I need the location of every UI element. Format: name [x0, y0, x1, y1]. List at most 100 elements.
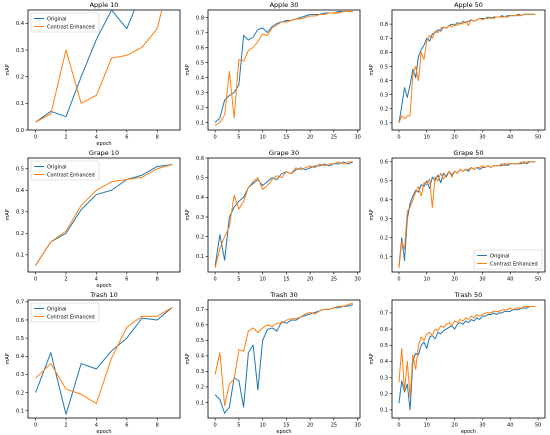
series-line-contrast-enhanced — [398, 161, 536, 269]
y-tick-label: 0.5 — [16, 167, 24, 173]
y-tick-label: 0.5 — [196, 338, 204, 344]
y-tick-label: 0.3 — [16, 210, 24, 216]
y-tick-label: 0.7 — [196, 307, 204, 313]
x-axis-label: epoch — [96, 141, 111, 147]
series-line-contrast-enhanced — [398, 305, 536, 398]
y-tick-label: 0.4 — [16, 354, 24, 360]
y-tick-label: 0.4 — [16, 21, 24, 27]
y-tick-label: 0.1 — [16, 101, 24, 107]
y-tick-label: 0.5 — [380, 179, 388, 185]
subplot-9: Trash 50 0 10 20 30 40 50 0.1 0.2 0.3 0.4 0.5 0.6 0.7… — [369, 291, 546, 435]
y-tick-label: 0.3 — [196, 369, 204, 375]
x-tick-label: 30 — [354, 277, 360, 283]
y-tick-label: 0.1 — [380, 121, 388, 127]
x-tick-label: 0 — [34, 277, 37, 283]
x-tick-label: 2 — [64, 135, 67, 141]
y-tick-label: 0.2 — [196, 105, 204, 111]
chart-title: Apple 50 — [454, 1, 483, 9]
legend: Original Contrast Enhanced — [30, 302, 100, 323]
y-tick-label: 0.2 — [16, 231, 24, 237]
y-tick-label: 0.8 — [196, 15, 204, 21]
y-tick-label: 0.6 — [196, 45, 204, 51]
y-axis-label: mAP — [5, 64, 11, 75]
y-tick-label: 0.3 — [196, 215, 204, 221]
y-tick-label: 0.1 — [380, 408, 388, 414]
y-tick-label: 0.6 — [380, 327, 388, 333]
x-tick-label: 30 — [479, 423, 485, 429]
y-axis-label: mAP — [185, 353, 191, 364]
chart-title: Apple 10 — [90, 1, 119, 9]
series-line-contrast-enhanced — [398, 13, 536, 124]
x-tick-label: 15 — [283, 277, 289, 283]
y-tick-label: 0.4 — [380, 359, 388, 365]
series-group — [214, 302, 354, 414]
x-tick-label: 10 — [259, 423, 265, 429]
y-tick-label: 0.4 — [196, 354, 204, 360]
x-tick-label: 20 — [307, 135, 313, 141]
y-tick-label: 0.3 — [16, 48, 24, 54]
legend: Original Contrast Enhanced — [30, 12, 100, 33]
series-group — [35, 10, 163, 123]
legend-box — [30, 12, 100, 33]
x-tick-label: 30 — [354, 423, 360, 429]
x-tick-label: 20 — [451, 277, 457, 283]
y-tick-label: 0.7 — [16, 300, 24, 306]
x-tick-label: 5 — [237, 423, 240, 429]
legend-label: Contrast Enhanced — [490, 261, 538, 267]
x-tick-label: 40 — [507, 277, 513, 283]
y-tick-label: 0.5 — [380, 64, 388, 70]
x-tick-label: 20 — [451, 423, 457, 429]
x-tick-label: 5 — [237, 135, 240, 141]
legend-label: Contrast Enhanced — [47, 172, 95, 178]
series-line-contrast-enhanced — [214, 161, 353, 269]
y-tick-label: 0.6 — [196, 156, 204, 162]
y-tick-label: 0.1 — [196, 120, 204, 126]
y-tick-label: 0.8 — [380, 22, 388, 28]
x-tick-label: 25 — [331, 135, 337, 141]
x-tick-label: 10 — [424, 135, 430, 141]
y-tick-label: 0.7 — [380, 36, 388, 42]
series-group — [35, 163, 173, 266]
y-tick-label: 0.3 — [16, 372, 24, 378]
x-tick-label: 40 — [507, 135, 513, 141]
y-tick-label: 0.6 — [16, 318, 24, 324]
y-tick-label: 0.0 — [16, 128, 24, 134]
y-tick-label: 0.4 — [16, 188, 24, 194]
plot-frame — [207, 157, 361, 273]
plot-frame — [391, 299, 546, 419]
y-tick-label: 0.2 — [196, 234, 204, 240]
series-group — [35, 306, 173, 415]
series-line-contrast-enhanced — [214, 11, 353, 126]
x-tick-label: 0 — [214, 423, 217, 429]
y-tick-label: 0.1 — [16, 253, 24, 259]
y-axis-label: mAP — [369, 209, 375, 220]
x-tick-label: 6 — [125, 135, 128, 141]
subplot-3: Apple 50 0 10 20 30 40 50 0.1 0.2 0.3 0.4 0.5 0.6 0.7… — [369, 1, 546, 141]
legend: Original Contrast Enhanced — [473, 249, 543, 270]
x-tick-label: 4 — [95, 135, 98, 141]
series-line-contrast-enhanced — [35, 163, 173, 266]
legend-label: Original — [47, 16, 67, 22]
legend-box — [30, 302, 100, 323]
y-tick-label: 0.1 — [16, 409, 24, 415]
x-tick-label: 0 — [34, 423, 37, 429]
x-tick-label: 10 — [424, 423, 430, 429]
y-tick-label: 0.6 — [380, 50, 388, 56]
x-tick-label: 0 — [397, 277, 400, 283]
x-tick-label: 15 — [283, 423, 289, 429]
y-axis-label: mAP — [5, 353, 11, 364]
series-line-contrast-enhanced — [35, 306, 173, 404]
plot-frame — [207, 299, 361, 419]
series-group — [398, 13, 536, 124]
y-tick-label: 0.4 — [196, 195, 204, 201]
x-tick-label: 8 — [156, 277, 159, 283]
x-tick-label: 25 — [331, 277, 337, 283]
x-tick-label: 20 — [451, 135, 457, 141]
chart-title: Grape 10 — [89, 149, 119, 157]
x-tick-label: 30 — [354, 135, 360, 141]
x-tick-label: 6 — [125, 423, 128, 429]
y-axis-label: mAP — [185, 64, 191, 75]
y-tick-label: 0.2 — [196, 385, 204, 391]
y-tick-label: 0.5 — [16, 336, 24, 342]
x-tick-label: 0 — [34, 135, 37, 141]
